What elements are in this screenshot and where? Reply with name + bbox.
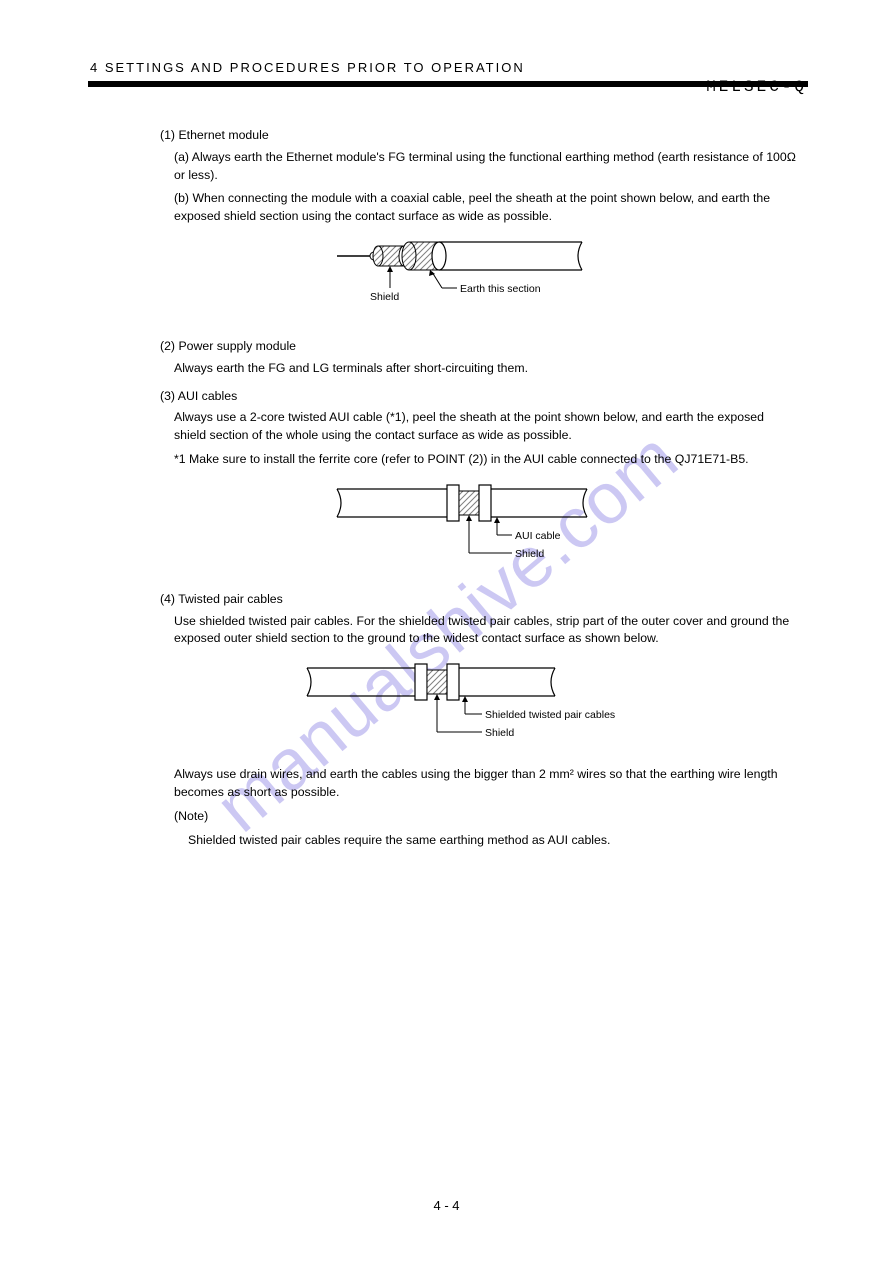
fig2-shield-label: Shield (515, 548, 544, 560)
section-2-label: (2) Power supply module (136, 338, 798, 356)
section-2-text: Always earth the FG and LG terminals aft… (136, 360, 798, 378)
section-4-label: (4) Twisted pair cables (136, 591, 798, 609)
section-1-label: (1) Ethernet module (136, 127, 798, 145)
fig1-earth-label: Earth this section (460, 283, 541, 295)
section-1a: (a) Always earth the Ethernet module's F… (136, 149, 798, 185)
header-rule (88, 81, 808, 87)
section-1b: (b) When connecting the module with a co… (136, 190, 798, 226)
body: (1) Ethernet module (a) Always earth the… (88, 127, 808, 849)
brand-label: MELSEC-Q (706, 78, 807, 96)
section-3-label: (3) AUI cables (136, 388, 798, 406)
fig3-cable-label: Shielded twisted pair cables (485, 709, 615, 721)
section-4-text: Use shielded twisted pair cables. For th… (136, 613, 798, 649)
figure-1-coax: Shield Earth this section (136, 232, 798, 328)
fig3-shield-label: Shield (485, 727, 514, 739)
chapter-heading: 4 SETTINGS AND PROCEDURES PRIOR TO OPERA… (88, 60, 808, 75)
page-number: 4 - 4 (433, 1198, 459, 1213)
section-5-note-label: (Note) (136, 808, 798, 826)
section-3-footnote: *1 Make sure to install the ferrite core… (136, 451, 798, 469)
section-5-intro: Always use drain wires, and earth the ca… (136, 766, 798, 802)
fig1-shield-label: Shield (370, 291, 399, 303)
section-3-text: Always use a 2-core twisted AUI cable (*… (136, 409, 798, 445)
figure-3-stp: Shielded twisted pair cables Shield (136, 654, 798, 760)
page-content: 4 SETTINGS AND PROCEDURES PRIOR TO OPERA… (88, 60, 808, 855)
figure-2-aui: AUI cable Shield (136, 475, 798, 581)
section-5-note-text: Shielded twisted pair cables require the… (136, 832, 798, 850)
fig2-cable-label: AUI cable (515, 530, 561, 542)
